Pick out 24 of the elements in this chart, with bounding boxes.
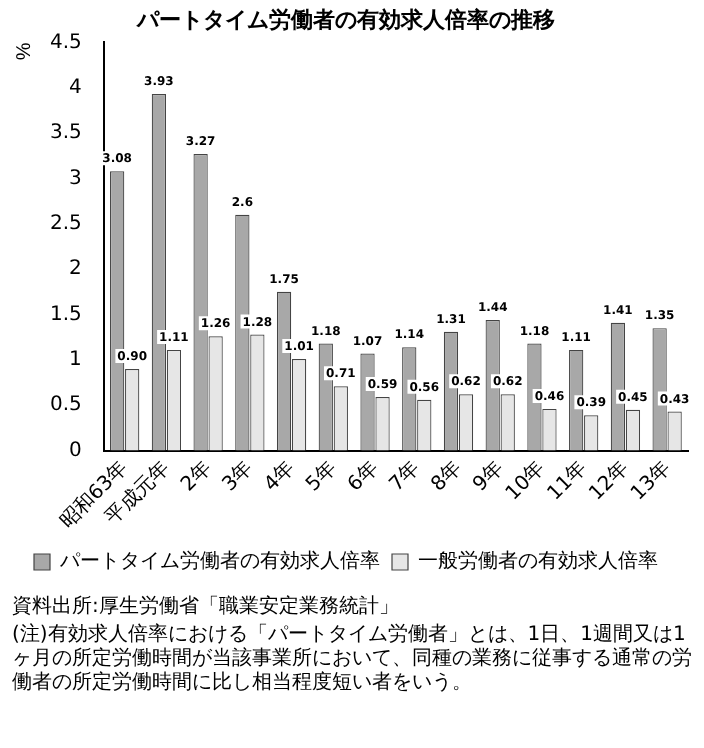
y-tick-label: 4.5 (49, 31, 82, 54)
y-tick-label: 0.5 (49, 394, 82, 417)
legend-label: 一般労働者の有効求人倍率 (418, 549, 658, 574)
x-tick-label: 2年 (175, 456, 217, 497)
y-tick-label: 4 (69, 76, 82, 99)
legend-label: パートタイム労働者の有効求人倍率 (58, 549, 380, 574)
y-tick-label: 2 (69, 258, 82, 281)
y-tick-label: 0 (69, 439, 82, 462)
y-tick-label: 3 (69, 167, 82, 190)
x-tick-label: 6年 (342, 456, 383, 497)
x-tick-label: 5年 (301, 456, 342, 497)
y-tick-label: 3.5 (49, 122, 82, 145)
text: (注)有効求人倍率における「パートタイム労働者」とは、1日、1週間又は1ヶ月の所定労働時間が当該事業所において、同種の業務に従事する通常の労働者の所定労働時間に比し相当程度短い者をいう。 (12, 624, 692, 696)
y-tick-label: 1 (69, 349, 82, 372)
chart-title: パートタイム労働者の有効求人倍率の推移 (135, 6, 555, 33)
text: 資料出所:厚生労働省「職業安定業務統計」 (12, 596, 401, 620)
x-tick-label: 8年 (426, 456, 467, 497)
x-tick-label: 13年 (625, 456, 676, 506)
y-tick-label: 1.5 (49, 303, 82, 326)
y-axis-title: % (13, 42, 36, 61)
y-tick-label: 2.5 (49, 213, 82, 236)
x-tick-label: 7年 (384, 456, 425, 497)
x-tick-label: 4年 (259, 456, 300, 497)
x-tick-label: 3年 (217, 456, 258, 497)
